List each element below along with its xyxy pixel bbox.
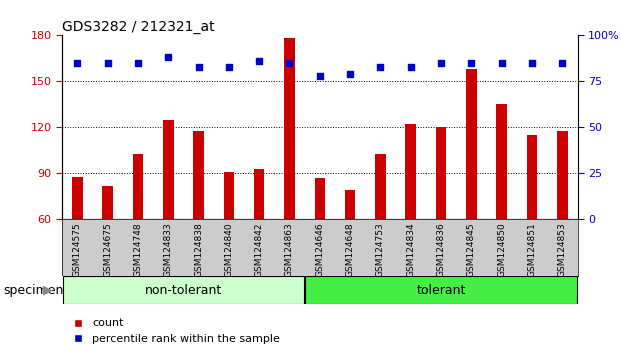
Point <box>102 60 112 66</box>
Point <box>406 64 415 69</box>
Point <box>315 73 325 79</box>
Point <box>527 60 537 66</box>
Bar <box>254 169 265 219</box>
Bar <box>314 178 325 219</box>
Bar <box>193 131 204 219</box>
Bar <box>224 172 234 219</box>
Text: GSM124833: GSM124833 <box>164 222 173 277</box>
Bar <box>72 177 83 219</box>
Text: GSM124863: GSM124863 <box>285 222 294 277</box>
Point <box>72 60 82 66</box>
Point <box>284 60 294 66</box>
Bar <box>496 104 507 219</box>
Bar <box>466 69 477 219</box>
Point <box>194 64 204 69</box>
Point <box>436 60 446 66</box>
Text: GSM124840: GSM124840 <box>224 222 233 277</box>
Bar <box>306 276 577 304</box>
Text: GDS3282 / 212321_at: GDS3282 / 212321_at <box>62 21 215 34</box>
Text: GSM124838: GSM124838 <box>194 222 203 277</box>
Bar <box>102 186 113 219</box>
Point <box>558 60 568 66</box>
Text: GSM124748: GSM124748 <box>134 222 142 277</box>
Bar <box>345 190 355 219</box>
Text: GSM124850: GSM124850 <box>497 222 506 277</box>
Text: GSM124836: GSM124836 <box>437 222 446 277</box>
Point <box>466 60 476 66</box>
Text: GSM124851: GSM124851 <box>528 222 537 277</box>
Bar <box>527 135 537 219</box>
Bar <box>163 120 173 219</box>
Legend: count, percentile rank within the sample: count, percentile rank within the sample <box>68 314 284 348</box>
Bar <box>436 127 446 219</box>
Bar <box>63 276 304 304</box>
Text: GSM124675: GSM124675 <box>103 222 112 277</box>
Point <box>497 60 507 66</box>
Point <box>376 64 386 69</box>
Text: GSM124842: GSM124842 <box>255 222 264 277</box>
Bar <box>406 124 416 219</box>
Point <box>254 58 264 64</box>
Bar <box>375 154 386 219</box>
Text: GSM124845: GSM124845 <box>467 222 476 277</box>
Bar <box>133 154 143 219</box>
Text: GSM124575: GSM124575 <box>73 222 82 277</box>
Point <box>133 60 143 66</box>
Point <box>345 71 355 77</box>
Text: non-tolerant: non-tolerant <box>145 284 222 297</box>
Text: specimen: specimen <box>3 284 63 297</box>
Point <box>163 55 173 60</box>
Text: GSM124753: GSM124753 <box>376 222 385 277</box>
Text: GSM124646: GSM124646 <box>315 222 324 277</box>
Text: GSM124648: GSM124648 <box>346 222 355 277</box>
Text: tolerant: tolerant <box>417 284 466 297</box>
Bar <box>557 131 568 219</box>
Text: ▶: ▶ <box>43 284 53 297</box>
Point <box>224 64 234 69</box>
Text: GSM124834: GSM124834 <box>406 222 415 277</box>
Text: GSM124853: GSM124853 <box>558 222 567 277</box>
Bar <box>284 39 295 219</box>
